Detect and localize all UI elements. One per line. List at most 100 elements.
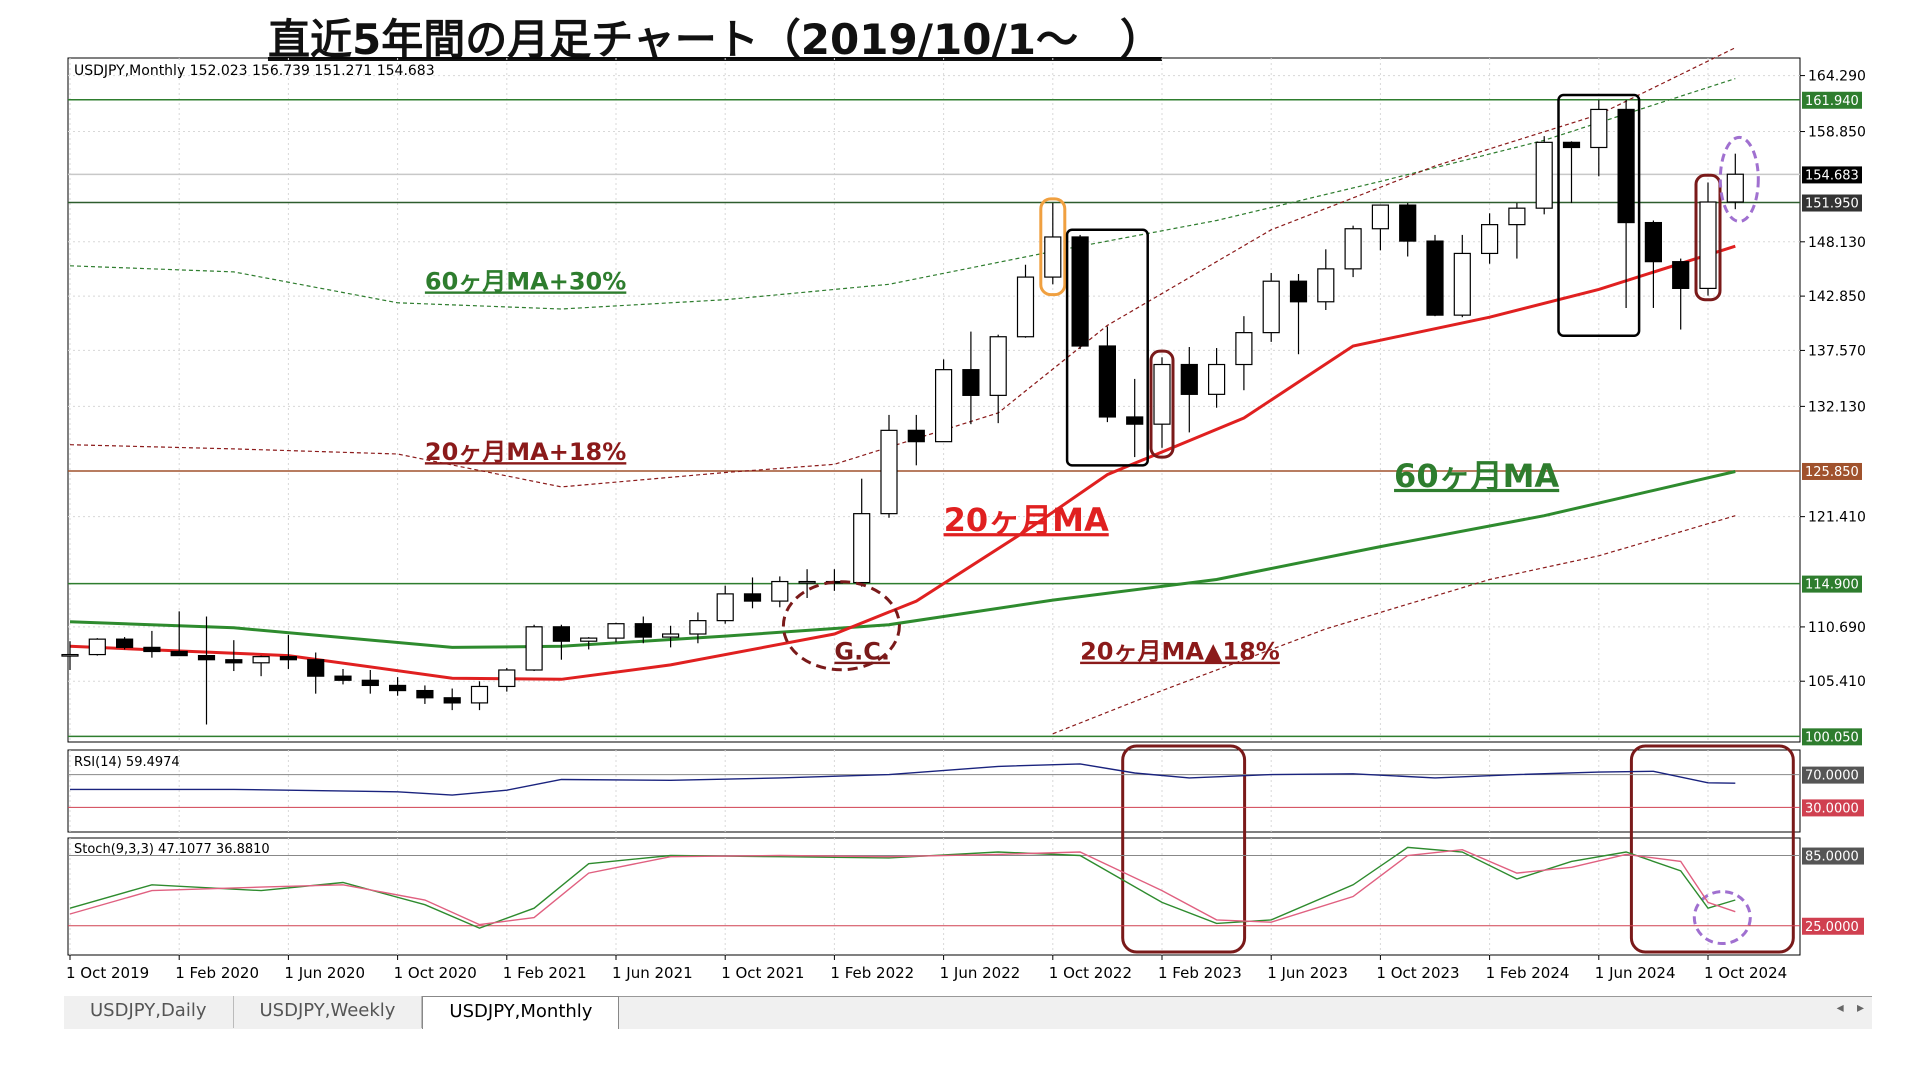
y-tick-label: 105.410 (1808, 674, 1866, 690)
candle-body (443, 697, 461, 704)
candle-body (1617, 108, 1635, 224)
candle (853, 478, 871, 587)
x-tick-label: 1 Oct 2021 (721, 964, 804, 982)
y-tick-label: 142.850 (1808, 289, 1866, 305)
candle-body (1289, 280, 1308, 303)
highlight-oval-purple (1692, 890, 1752, 946)
price-tag (1802, 194, 1862, 212)
ma60-plus30-line (69, 78, 1736, 310)
candle (307, 652, 325, 694)
candle (1562, 141, 1581, 204)
candle (798, 569, 816, 598)
candle-body (1726, 173, 1744, 203)
candle (1289, 274, 1308, 355)
stoch-d-line (69, 848, 1736, 926)
x-tick-label: 1 Oct 2022 (1049, 964, 1132, 982)
candle (1371, 204, 1390, 251)
candle (962, 331, 980, 425)
candle (1317, 249, 1335, 310)
x-tick-label: 1 Jun 2020 (284, 964, 365, 982)
highlight-box-brown (1694, 173, 1722, 302)
tab-monthly[interactable]: USDJPY,Monthly (422, 996, 620, 1029)
level-tag (1802, 847, 1864, 865)
ma60-line (69, 470, 1736, 649)
candle-body (1399, 204, 1417, 242)
chart-header: USDJPY,Monthly 152.023 156.739 151.271 1… (74, 63, 435, 79)
candle-body (1262, 280, 1280, 334)
rsi-pane-frame (67, 749, 1801, 833)
candle-body (798, 580, 816, 584)
candle (252, 655, 270, 677)
candle (1016, 264, 1035, 338)
candle-body (1562, 141, 1581, 149)
x-tick-label: 1 Feb 2024 (1486, 964, 1570, 982)
ma20-plus18-line (69, 47, 1736, 488)
y-tick-label: 121.410 (1808, 510, 1866, 526)
tab-weekly[interactable]: USDJPY,Weekly (233, 996, 423, 1028)
ma20-minus18-line (1052, 515, 1736, 735)
candle (115, 637, 134, 650)
annotation: 60ヶ月MA (1394, 457, 1559, 495)
candle-body (1699, 201, 1717, 290)
candle-body (170, 650, 188, 657)
highlight-box-brown (1149, 349, 1175, 459)
candle-body (1672, 261, 1690, 289)
stoch-k-line (69, 846, 1736, 929)
candle-body (1590, 108, 1608, 149)
candle-body (853, 513, 871, 584)
candle (1726, 153, 1744, 210)
candle-body (634, 623, 652, 638)
candle-body (880, 429, 898, 515)
candle (279, 635, 297, 669)
candle-body (607, 623, 625, 639)
level-tag (1802, 917, 1864, 935)
x-tick-label: 1 Jun 2022 (940, 964, 1021, 982)
candle (771, 576, 789, 608)
candle (1180, 347, 1198, 433)
candle-body (1508, 207, 1526, 226)
candle (1044, 203, 1062, 285)
candle-body (1235, 332, 1253, 366)
candle (1399, 203, 1417, 257)
tabs: USDJPY,Daily USDJPY,Weekly USDJPY,Monthl… (64, 996, 620, 1029)
rsi-label: RSI(14) 59.4974 (74, 755, 180, 770)
x-tick-label: 1 Oct 2024 (1704, 964, 1787, 982)
candle (334, 668, 352, 685)
page-title: 直近5年間の月足チャート（2019/10/1～ ） (267, 15, 1163, 64)
candle (61, 641, 79, 670)
candle-body (1153, 363, 1171, 425)
chart-area[interactable]: 161.940 154.683 151.950 125.850 114.900 100.0… (0, 0, 1920, 1000)
candle-body (1126, 416, 1144, 425)
candle-body (279, 656, 297, 661)
candle (661, 625, 680, 648)
candle (1617, 100, 1635, 308)
price-tag (1802, 728, 1862, 746)
candle (634, 616, 652, 644)
candle-body (225, 659, 243, 664)
tab-daily[interactable]: USDJPY,Daily (64, 996, 234, 1028)
highlight-box-black (1557, 93, 1641, 337)
x-tick-label: 1 Feb 2021 (503, 964, 587, 982)
candle-body (1644, 221, 1663, 263)
candle (525, 624, 543, 672)
price-tag (1802, 166, 1862, 184)
candle (88, 638, 106, 656)
x-tick-label: 1 Feb 2020 (175, 964, 259, 982)
candle (934, 359, 953, 443)
tab-scroll-arrows[interactable]: ◂ ▸ (1836, 1000, 1864, 1016)
candle-body (115, 638, 134, 648)
candle-body (743, 593, 762, 602)
candle (197, 616, 216, 725)
candle (416, 685, 434, 704)
candle-body (416, 689, 434, 699)
candle (1207, 348, 1226, 408)
candle-body (580, 637, 598, 642)
candle-body (1098, 345, 1117, 418)
x-tick-label: 1 Oct 2020 (394, 964, 477, 982)
candle-body (907, 429, 925, 443)
candle (580, 637, 598, 650)
price-tag (1802, 575, 1862, 593)
candle-body (1044, 236, 1062, 278)
candle (880, 414, 898, 518)
price-tag-label: 125.850 (1805, 465, 1859, 480)
